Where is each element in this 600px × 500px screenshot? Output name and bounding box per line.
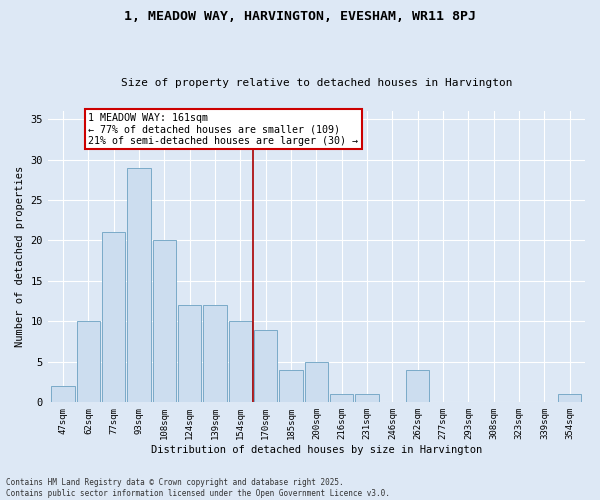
Bar [178,305,202,402]
Bar [127,168,151,402]
X-axis label: Distribution of detached houses by size in Harvington: Distribution of detached houses by size … [151,445,482,455]
Bar [77,322,100,402]
Bar [406,370,430,402]
Bar [153,240,176,402]
Bar [558,394,581,402]
Bar [102,232,125,402]
Text: 1, MEADOW WAY, HARVINGTON, EVESHAM, WR11 8PJ: 1, MEADOW WAY, HARVINGTON, EVESHAM, WR11… [124,10,476,23]
Bar [52,386,75,402]
Bar [203,305,227,402]
Title: Size of property relative to detached houses in Harvington: Size of property relative to detached ho… [121,78,512,88]
Bar [305,362,328,403]
Text: Contains HM Land Registry data © Crown copyright and database right 2025.
Contai: Contains HM Land Registry data © Crown c… [6,478,390,498]
Text: 1 MEADOW WAY: 161sqm
← 77% of detached houses are smaller (109)
21% of semi-deta: 1 MEADOW WAY: 161sqm ← 77% of detached h… [88,112,358,146]
Y-axis label: Number of detached properties: Number of detached properties [15,166,25,348]
Bar [330,394,353,402]
Bar [355,394,379,402]
Bar [254,330,277,402]
Bar [229,322,252,402]
Bar [280,370,303,402]
